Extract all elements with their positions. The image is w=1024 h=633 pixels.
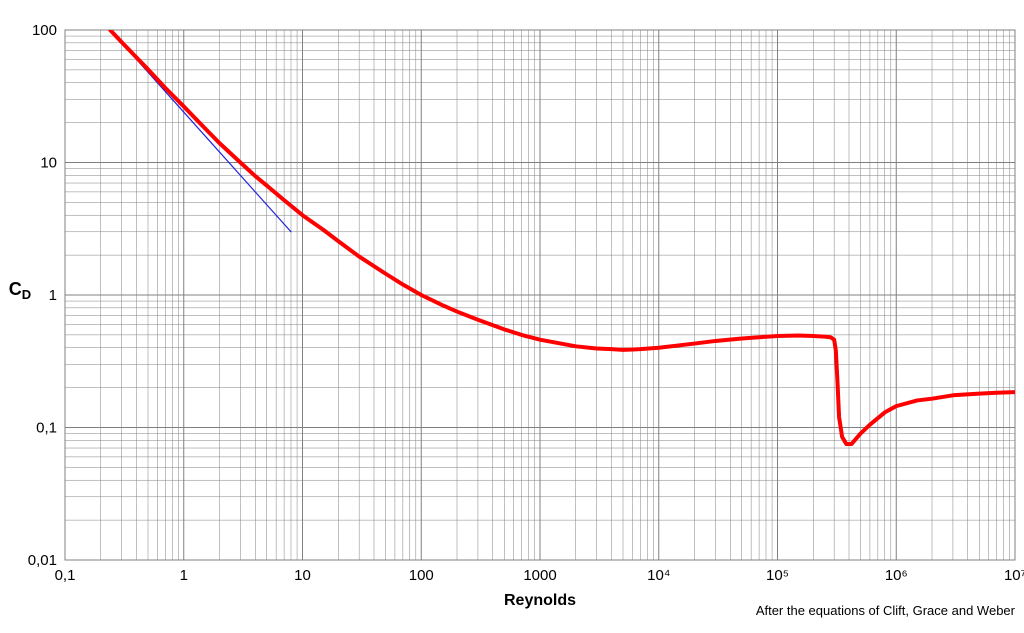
y-tick-label: 0,1	[36, 420, 57, 437]
y-tick-label: 1	[49, 287, 57, 304]
x-tick-label: 10	[294, 567, 311, 584]
drag-coefficient-chart: 0,1110100100010⁴10⁵10⁶10⁷0,010,1110100Re…	[0, 0, 1024, 633]
x-tick-label: 100	[409, 567, 434, 584]
x-tick-label: 10⁴	[647, 567, 670, 584]
y-axis-label: CD	[9, 279, 31, 302]
chart-svg: 0,1110100100010⁴10⁵10⁶10⁷0,010,1110100Re…	[0, 0, 1024, 633]
x-tick-label: 1000	[523, 567, 556, 584]
x-tick-label: 10⁵	[766, 567, 789, 584]
x-tick-label: 10⁶	[885, 567, 908, 584]
y-tick-label: 100	[32, 22, 57, 39]
x-tick-label: 1	[180, 567, 188, 584]
attribution-text: After the equations of Clift, Grace and …	[756, 603, 1016, 618]
y-tick-label: 0,01	[28, 552, 57, 569]
x-tick-label: 10⁷	[1004, 567, 1024, 584]
x-axis-label: Reynolds	[504, 592, 576, 609]
y-tick-label: 10	[40, 155, 57, 172]
x-tick-label: 0,1	[55, 567, 76, 584]
